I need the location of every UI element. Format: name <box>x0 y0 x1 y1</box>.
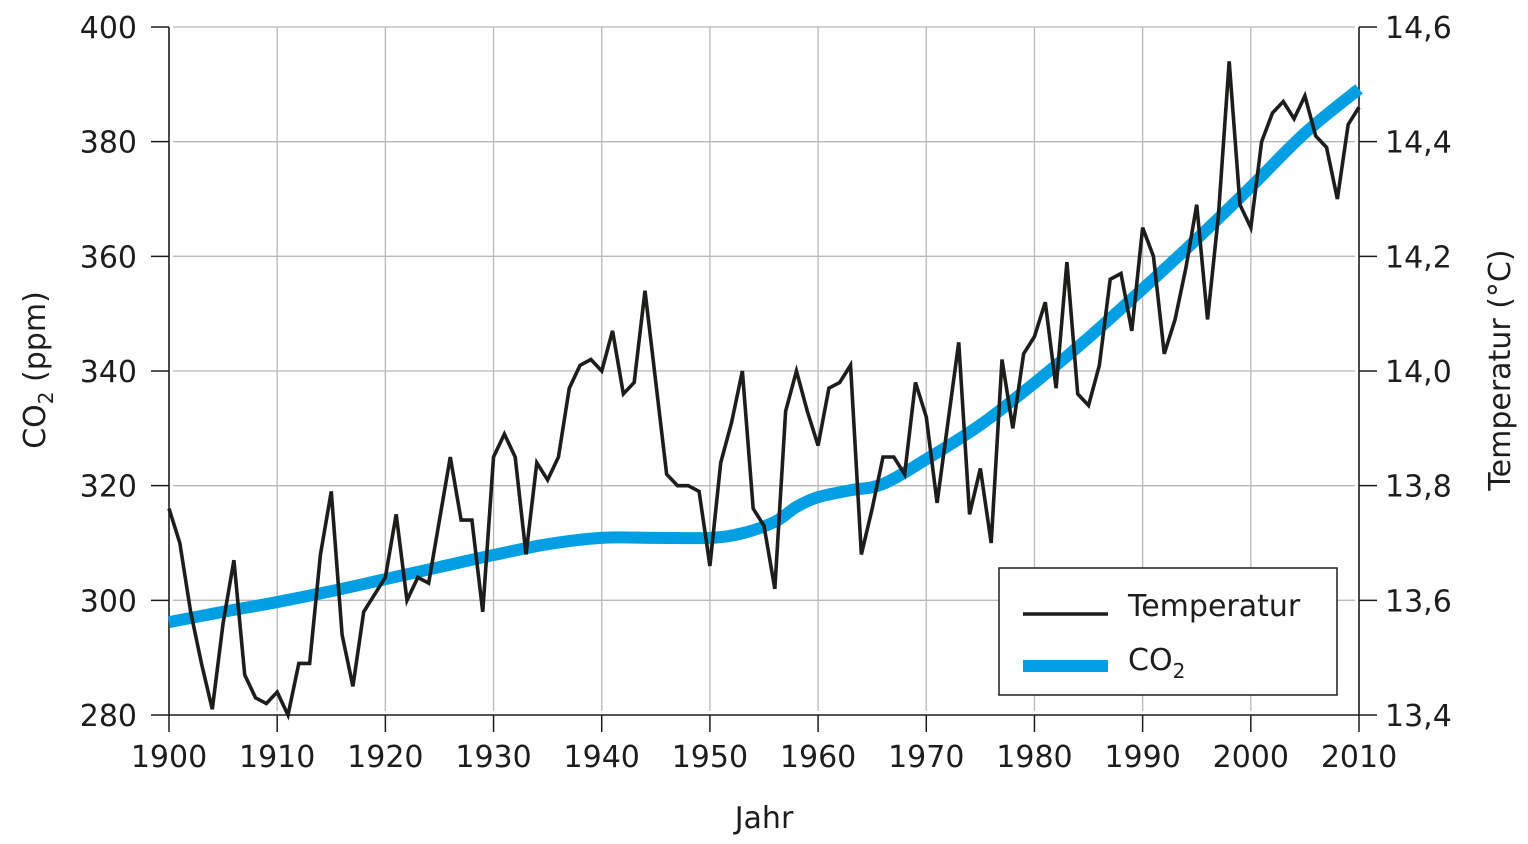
left-axis-ticks: 280 300 320 340 360 380 400 <box>80 11 169 734</box>
left-tick-label: 400 <box>80 11 137 46</box>
x-tick-label: 1940 <box>564 740 640 775</box>
right-axis-ticks: 13,4 13,6 13,8 14,0 14,2 14,4 14,6 <box>1359 11 1452 734</box>
x-axis-ticks: 1900 1910 1920 1930 1940 1950 1960 1970 1980 1990… <box>131 715 1397 775</box>
right-tick-label: 14,6 <box>1385 11 1452 46</box>
left-axis-title-main: CO <box>18 404 53 449</box>
legend-co2-label-subscript: 2 <box>1173 659 1186 683</box>
left-tick-label: 360 <box>80 240 137 275</box>
x-tick-label: 2000 <box>1213 740 1289 775</box>
left-tick-label: 280 <box>80 699 137 734</box>
x-tick-label: 1900 <box>131 740 207 775</box>
legend: Temperatur CO2 <box>998 567 1338 696</box>
left-tick-label: 320 <box>80 470 137 505</box>
x-tick-label: 1990 <box>1104 740 1180 775</box>
left-axis-title-suffix: (ppm) <box>18 291 53 391</box>
x-tick-label: 1970 <box>888 740 964 775</box>
left-axis-title: CO2 (ppm) <box>18 291 58 449</box>
left-tick-label: 340 <box>80 355 137 390</box>
x-tick-label: 1960 <box>780 740 856 775</box>
x-axis-title: Jahr <box>733 801 794 836</box>
left-tick-label: 300 <box>80 584 137 619</box>
x-tick-label: 1930 <box>455 740 531 775</box>
left-tick-label: 380 <box>80 126 137 161</box>
x-tick-label: 2010 <box>1321 740 1397 775</box>
x-tick-label: 1980 <box>996 740 1072 775</box>
x-tick-label: 1950 <box>672 740 748 775</box>
x-tick-label: 1910 <box>239 740 315 775</box>
right-tick-label: 14,0 <box>1385 355 1452 390</box>
series-layer <box>167 61 1363 721</box>
co2-series-line <box>167 84 1363 629</box>
legend-temperature-label: Temperatur <box>1127 589 1301 624</box>
legend-box <box>998 567 1338 696</box>
right-axis-title: Temperatur (°C) <box>1483 249 1518 491</box>
right-tick-label: 13,8 <box>1385 470 1452 505</box>
right-tick-label: 14,2 <box>1385 240 1452 275</box>
right-tick-label: 13,6 <box>1385 584 1452 619</box>
x-tick-label: 1920 <box>347 740 423 775</box>
temperature-series-line <box>167 61 1361 721</box>
right-tick-label: 14,4 <box>1385 126 1452 161</box>
legend-co2-label: CO2 <box>1128 643 1185 683</box>
left-axis-title-subscript: 2 <box>34 391 58 404</box>
legend-co2-label-main: CO <box>1128 643 1173 678</box>
right-tick-label: 13,4 <box>1385 699 1452 734</box>
